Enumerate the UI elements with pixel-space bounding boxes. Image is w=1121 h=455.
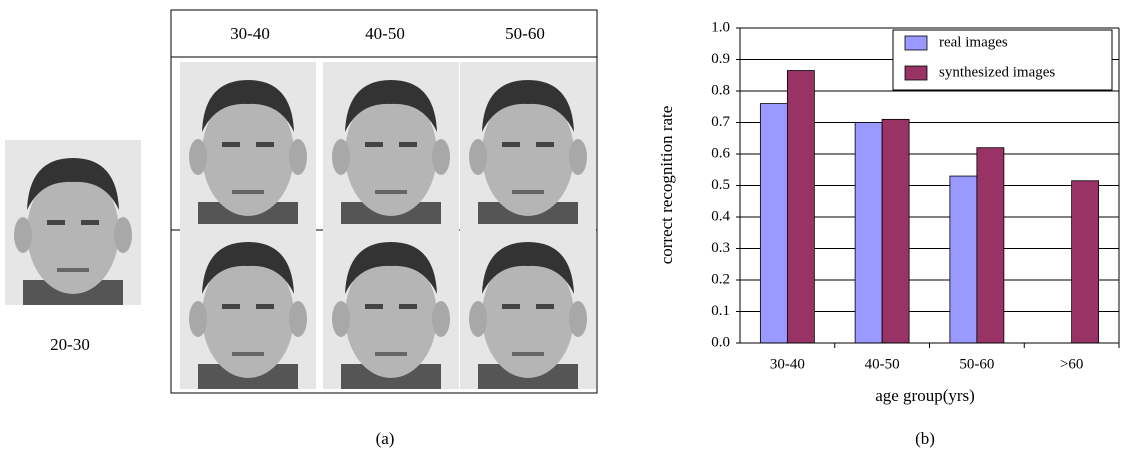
caption: (a) <box>376 429 395 448</box>
face-photo <box>5 140 141 305</box>
y-tick-label: 1.0 <box>711 19 730 35</box>
age-label: 20-30 <box>50 335 90 354</box>
x-axis-label: age group(yrs) <box>875 386 975 405</box>
bar <box>760 104 787 343</box>
y-tick-label: 0.3 <box>711 240 730 256</box>
y-tick-label: 0.7 <box>711 114 730 130</box>
face-photo <box>180 62 316 227</box>
bar <box>787 71 814 343</box>
panel-a: 20-30 30-40 40-50 50-60 (a) <box>5 10 597 448</box>
bar <box>1072 181 1099 343</box>
legend-label: synthesized images <box>939 64 1055 80</box>
y-tick-label: 0.6 <box>711 145 730 161</box>
bar <box>950 176 977 343</box>
bar <box>977 148 1004 343</box>
column-header: 40-50 <box>365 24 405 43</box>
legend-swatch <box>905 36 927 50</box>
x-tick-label: 50-60 <box>959 356 994 372</box>
legend-swatch <box>905 66 927 80</box>
legend-label: real images <box>939 34 1008 50</box>
y-tick-label: 0.9 <box>711 51 730 67</box>
y-tick-label: 0.8 <box>711 82 730 98</box>
x-tick-label: 40-50 <box>865 356 900 372</box>
y-tick-label: 0.1 <box>711 303 730 319</box>
y-tick-label: 0.2 <box>711 271 730 287</box>
face-photo <box>180 224 316 389</box>
face-photo <box>460 224 596 389</box>
figure: 20-30 30-40 40-50 50-60 (a) (b) age grou… <box>0 0 1121 455</box>
caption: (b) <box>915 429 935 448</box>
face-photo <box>323 62 459 227</box>
column-header: 50-60 <box>505 24 545 43</box>
x-tick-label: >60 <box>1060 356 1083 372</box>
y-tick-label: 0.5 <box>711 177 730 193</box>
x-tick-label: 30-40 <box>770 356 805 372</box>
y-tick-label: 0.4 <box>711 208 730 224</box>
face-photo <box>323 224 459 389</box>
column-header: 30-40 <box>230 24 270 43</box>
face-photo <box>460 62 596 227</box>
y-tick-label: 0.0 <box>711 334 730 350</box>
page: 20-30 30-40 40-50 50-60 (a) (b) age grou… <box>0 0 1121 455</box>
panel-b: (b) age group(yrs) correct recognition r… <box>657 19 1119 447</box>
bar <box>855 123 882 344</box>
bar <box>882 119 909 343</box>
y-axis-label: correct recognition rate <box>657 106 676 265</box>
